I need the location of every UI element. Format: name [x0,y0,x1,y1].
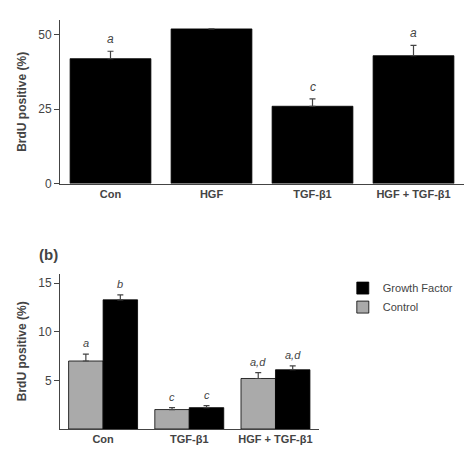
svg-text:a: a [410,26,417,40]
svg-text:HGF + TGF-β1: HGF + TGF-β1 [376,188,450,200]
svg-text:BrdU positive (%): BrdU positive (%) [15,52,29,152]
svg-text:25: 25 [38,102,52,116]
svg-text:a,d: a,d [285,349,301,361]
svg-text:15: 15 [38,276,52,290]
svg-text:HGF: HGF [200,188,224,200]
svg-text:c: c [204,389,210,401]
svg-text:HGF + TGF-β1: HGF + TGF-β1 [238,433,312,445]
svg-text:a: a [107,32,114,46]
svg-text:c: c [169,391,175,403]
svg-text:5: 5 [45,374,52,388]
svg-text:a: a [83,337,89,349]
svg-text:BrdU positive (%): BrdU positive (%) [15,301,29,401]
svg-text:TGF-β1: TGF-β1 [293,188,332,200]
svg-text:Con: Con [100,188,122,200]
svg-text:Control: Control [383,301,418,313]
svg-text:10: 10 [38,325,52,339]
svg-text:0: 0 [45,177,52,191]
svg-text:a,d: a,d [250,356,266,368]
svg-text:Growth Factor: Growth Factor [383,282,453,294]
svg-text:c: c [310,80,316,94]
svg-text:Con: Con [92,433,114,445]
svg-text:b: b [117,278,123,290]
svg-text:(b): (b) [39,246,58,263]
svg-text:50: 50 [38,28,52,42]
svg-text:TGF-β1: TGF-β1 [170,433,209,445]
